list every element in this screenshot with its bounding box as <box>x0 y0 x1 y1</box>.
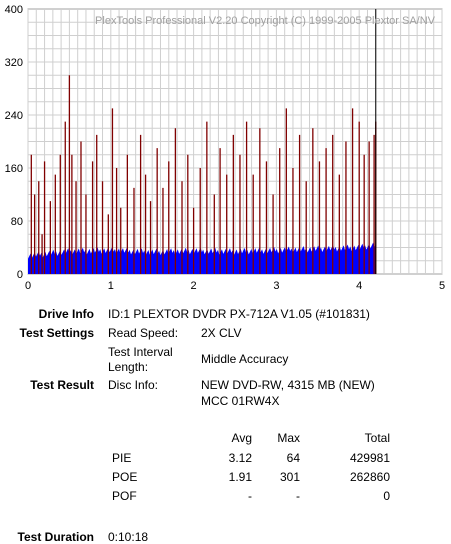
interval-label-line1: Test Interval <box>108 345 173 359</box>
row-poe-max: 301 <box>279 470 300 484</box>
error-chart: PlexTools Professional V2.20 Copyright (… <box>5 4 445 292</box>
test-duration-value: 0:10:18 <box>108 530 149 544</box>
drive-info-label: Drive Info <box>38 307 94 321</box>
y-tick-labels: 0 80 160 240 320 400 <box>5 4 23 281</box>
x-tick-label: 0 <box>25 280 31 292</box>
y-tick-label: 320 <box>5 57 23 69</box>
row-pie-name: PIE <box>112 451 132 465</box>
x-tick-label: 4 <box>356 280 362 292</box>
row-pof-max: - <box>296 489 300 503</box>
y-tick-label: 80 <box>11 216 23 228</box>
x-tick-label: 2 <box>191 280 197 292</box>
row-pof-total: 0 <box>383 489 390 503</box>
header-max: Max <box>277 431 300 445</box>
row-poe-name: POE <box>112 470 138 484</box>
grid <box>27 9 443 274</box>
disc-info-value-line2: MCC 01RW4X <box>201 394 280 408</box>
y-tick-label: 0 <box>17 269 23 281</box>
x-tick-labels: 0 1 2 3 4 5 <box>25 280 445 292</box>
y-tick-label: 240 <box>5 110 23 122</box>
row-pie-total: 429981 <box>349 451 390 465</box>
disc-info-value-line1: NEW DVD-RW, 4315 MB (NEW) <box>201 378 375 392</box>
row-pof-name: POF <box>112 489 137 503</box>
x-tick-label: 1 <box>108 280 114 292</box>
read-speed-value: 2X CLV <box>201 326 242 340</box>
drive-info-value: ID:1 PLEXTOR DVDR PX-712A V1.05 (#101831… <box>108 307 370 321</box>
disc-info-label: Disc Info: <box>108 378 159 392</box>
row-pie-max: 64 <box>286 451 300 465</box>
watermark: PlexTools Professional V2.20 Copyright (… <box>95 15 436 27</box>
row-poe-avg: 1.91 <box>228 470 252 484</box>
header-total: Total <box>364 431 390 445</box>
pie-series <box>28 242 376 274</box>
y-tick-label: 400 <box>5 4 23 16</box>
test-settings-label: Test Settings <box>19 326 94 340</box>
read-speed-label: Read Speed: <box>108 326 179 340</box>
interval-value: Middle Accuracy <box>201 352 289 366</box>
test-result-label: Test Result <box>30 378 94 392</box>
row-poe-total: 262860 <box>349 470 390 484</box>
test-duration-label: Test Duration <box>17 530 94 544</box>
row-pof-avg: - <box>248 489 252 503</box>
x-tick-label: 3 <box>273 280 279 292</box>
pie-area <box>28 242 376 274</box>
x-tick-label: 5 <box>439 280 445 292</box>
header-avg: Avg <box>231 431 252 445</box>
interval-label-line2: Length: <box>108 360 149 374</box>
y-tick-label: 160 <box>5 163 23 175</box>
row-pie-avg: 3.12 <box>228 451 252 465</box>
